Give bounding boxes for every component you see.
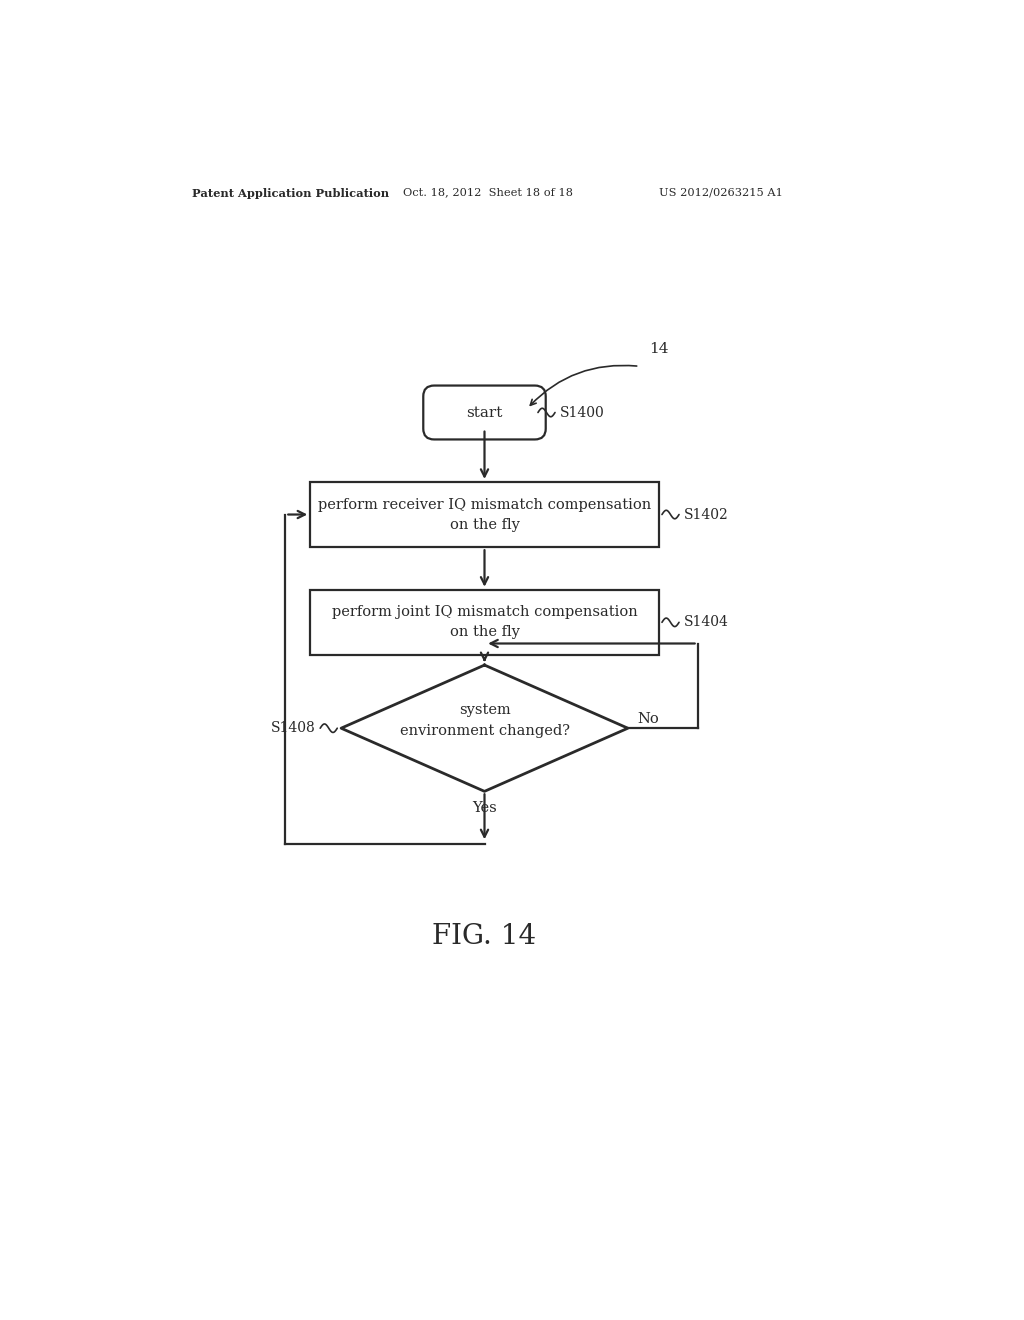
Text: No: No [637,711,658,726]
Text: perform receiver IQ mismatch compensation
on the fly: perform receiver IQ mismatch compensatio… [317,498,651,532]
Text: Patent Application Publication: Patent Application Publication [191,187,389,199]
Polygon shape [341,665,628,792]
Text: S1404: S1404 [684,615,728,630]
Text: perform joint IQ mismatch compensation
on the fly: perform joint IQ mismatch compensation o… [332,606,637,639]
Text: S1400: S1400 [560,405,604,420]
Bar [310,482,658,548]
Text: S1402: S1402 [684,507,728,521]
Text: Oct. 18, 2012  Sheet 18 of 18: Oct. 18, 2012 Sheet 18 of 18 [403,187,573,198]
Text: 14: 14 [649,342,669,356]
Bar [310,590,658,655]
Text: S1408: S1408 [270,721,315,735]
Text: US 2012/0263215 A1: US 2012/0263215 A1 [658,187,782,198]
Text: system
environment changed?: system environment changed? [399,704,569,738]
Text: start: start [466,405,503,420]
Text: Yes: Yes [472,800,497,814]
Text: FIG. 14: FIG. 14 [432,923,537,949]
FancyBboxPatch shape [423,385,546,440]
